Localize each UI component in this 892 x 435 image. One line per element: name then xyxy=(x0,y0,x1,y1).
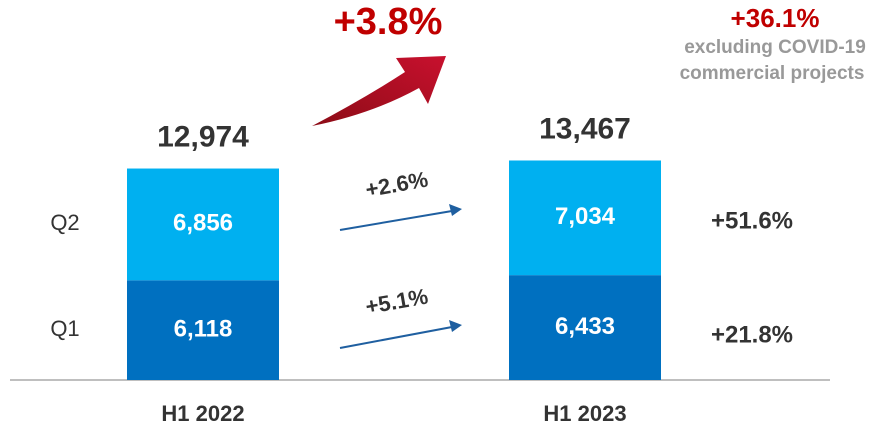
x-tick-label: H1 2023 xyxy=(543,401,626,426)
total-label: 12,974 xyxy=(157,120,249,153)
quarter-change: +2.6% xyxy=(364,167,430,203)
bar-segment xyxy=(509,275,661,380)
legend-label: Q1 xyxy=(50,316,79,341)
adjusted-note: excluding COVID-19 xyxy=(684,37,866,58)
total-change: +3.8% xyxy=(334,1,443,43)
bar-segment xyxy=(509,160,661,276)
q2-arrow xyxy=(339,204,462,231)
legend-label: Q2 xyxy=(50,210,79,235)
adjusted-note: commercial projects xyxy=(680,63,865,84)
adjusted-quarter-change: +51.6% xyxy=(711,207,793,234)
adjusted-change: +36.1% xyxy=(731,3,820,33)
quarter-change: +5.1% xyxy=(364,284,430,320)
adjusted-quarter-change: +21.8% xyxy=(711,321,793,348)
bar-segment xyxy=(127,168,279,281)
value-label: 6,118 xyxy=(174,315,233,342)
growth-arrow xyxy=(312,56,446,126)
value-label: 6,856 xyxy=(173,210,233,237)
x-tick-label: H1 2022 xyxy=(161,401,244,426)
bar-segment xyxy=(127,280,279,380)
value-label: 7,034 xyxy=(555,203,616,230)
q1-arrow xyxy=(339,320,462,349)
value-label: 6,433 xyxy=(555,313,615,340)
total-label: 13,467 xyxy=(539,112,631,145)
